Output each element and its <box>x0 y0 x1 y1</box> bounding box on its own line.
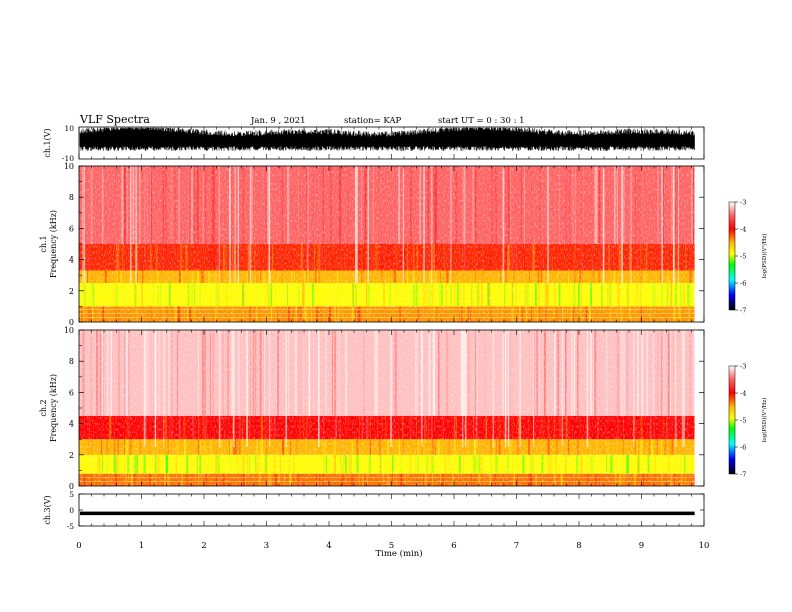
ch2-colorbar-label: log(PSD)(V²/Hz) <box>761 398 768 443</box>
x-tick-label: 7 <box>514 541 519 551</box>
time-axis: 0 1 2 3 4 5 6 7 8 9 10 <box>76 127 709 551</box>
x-tick-label: 9 <box>639 541 644 551</box>
y-tick-label: 8 <box>69 357 74 366</box>
ch2-channel-label: ch.2 <box>39 399 48 416</box>
ch1-waveform-trace <box>79 127 695 151</box>
colorbar-tick-label: -7 <box>740 307 746 315</box>
colorbar-tick-label: -6 <box>740 444 746 452</box>
colorbar-tick-label: -3 <box>740 363 746 371</box>
ch1-tick-top: 10 <box>64 124 74 133</box>
y-tick-label: 2 <box>69 451 74 460</box>
y-tick-label: 0 <box>69 318 74 327</box>
x-tick-label: 2 <box>201 541 206 551</box>
x-tick-label: 5 <box>389 541 394 551</box>
y-tick-label: 10 <box>64 326 74 335</box>
ch1-spectrogram-image <box>79 166 704 322</box>
ch1-freq-ylabel: Frequency (kHz) <box>49 210 58 278</box>
ch2-spectrogram-panel: 0 2 4 6 8 10 ch.2 Frequency (kHz) <box>39 326 705 491</box>
ch2-spectrogram-image <box>79 330 704 486</box>
y-tick-label: 4 <box>69 256 74 265</box>
y-tick-label: -5 <box>67 522 75 531</box>
time-axis-label: Time (min) <box>375 548 422 559</box>
x-tick-label: 10 <box>699 541 710 551</box>
ch1-spectrogram-panel: 0 2 4 6 8 10 ch.1 Frequency (kHz) <box>39 162 705 327</box>
y-tick-label: 8 <box>69 193 74 202</box>
y-tick-label: 0 <box>69 482 74 491</box>
colorbar-tick-label: -4 <box>740 390 746 398</box>
x-tick-label: 0 <box>76 541 81 551</box>
colorbar-tick-label: -5 <box>740 417 746 425</box>
y-tick-label: 4 <box>69 420 74 429</box>
figure-title: VLF Spectra <box>79 113 150 126</box>
y-tick-label: 0 <box>69 506 74 515</box>
x-tick-label: 8 <box>576 541 581 551</box>
ch3-waveform-panel: 5 0 -5 ch.3(V) <box>43 490 705 531</box>
ch3-waveform-trace <box>80 511 695 516</box>
colorbar-tick-label: -7 <box>740 471 746 479</box>
y-tick-label: 10 <box>64 162 74 171</box>
start-ut-label: start UT = 0 : 30 : 1 <box>438 116 525 126</box>
x-tick-label: 4 <box>326 541 331 551</box>
colorbar-tick-label: -6 <box>740 280 746 288</box>
spectrogram-speckle <box>79 330 695 486</box>
ch1-colorbar-label: log(PSD)(V²/Hz) <box>761 234 768 279</box>
spectrogram-empty <box>694 330 704 486</box>
ch1-waveform-panel: 10 -10 ch.1(V) <box>43 124 705 163</box>
colorbar-tick-label: -3 <box>740 199 746 207</box>
ch2-freq-ylabel: Frequency (kHz) <box>49 374 58 442</box>
y-tick-label: 5 <box>69 490 74 499</box>
colorbar-tick-label: -4 <box>740 226 746 234</box>
y-tick-label: 6 <box>69 388 74 397</box>
colorbar-tick-label: -5 <box>740 253 746 261</box>
ch2-colorbar: -3 -4 -5 -6 -7 log(PSD)(V²/Hz) <box>728 363 768 479</box>
ch1-tick-bottom: -10 <box>62 154 74 163</box>
ch2-colorbar-gradient <box>728 365 736 475</box>
x-tick-label: 6 <box>451 541 456 551</box>
ch1-colorbar: -3 -4 -5 -6 -7 log(PSD)(V²/Hz) <box>728 199 768 315</box>
ch1-channel-label: ch.1 <box>39 235 48 252</box>
ch3-ylabel: ch.3(V) <box>43 495 52 524</box>
x-tick-label: 1 <box>139 541 144 551</box>
x-tick-label: 3 <box>264 541 269 551</box>
ch1-colorbar-gradient <box>728 201 736 311</box>
ch1-ylabel: ch.1(V) <box>43 128 52 157</box>
date-label: Jan. 9 , 2021 <box>250 116 306 126</box>
spectrogram-speckle <box>79 166 695 322</box>
y-tick-label: 2 <box>69 287 74 296</box>
station-label: station= KAP <box>344 116 402 126</box>
spectrogram-empty <box>694 166 704 322</box>
y-tick-label: 6 <box>69 224 74 233</box>
